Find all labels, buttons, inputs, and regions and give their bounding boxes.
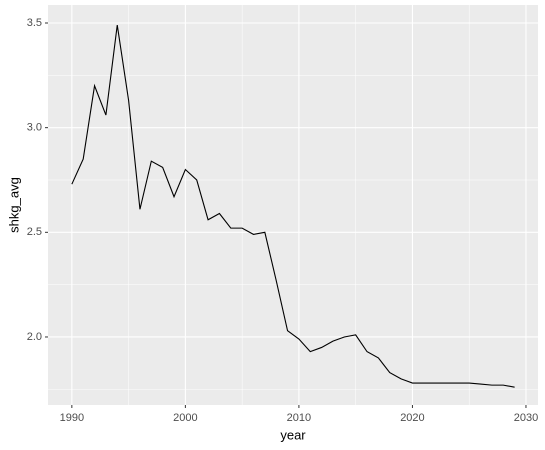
y-tick-label: 2.5 bbox=[27, 226, 42, 238]
x-axis-title: year bbox=[280, 427, 306, 442]
data-line bbox=[71, 25, 515, 388]
x-tick-label: 2020 bbox=[400, 412, 424, 424]
x-tick-label: 2000 bbox=[173, 412, 197, 424]
x-tick-label: 1990 bbox=[60, 412, 84, 424]
y-tick-label: 3.5 bbox=[27, 17, 42, 29]
y-tick-label: 2.0 bbox=[27, 331, 42, 343]
x-tick-label: 2030 bbox=[514, 412, 538, 424]
x-tick-label: 2010 bbox=[287, 412, 311, 424]
y-tick-label: 3.0 bbox=[27, 122, 42, 134]
y-axis-title: shkg_avg bbox=[6, 177, 21, 233]
panel bbox=[48, 5, 538, 405]
